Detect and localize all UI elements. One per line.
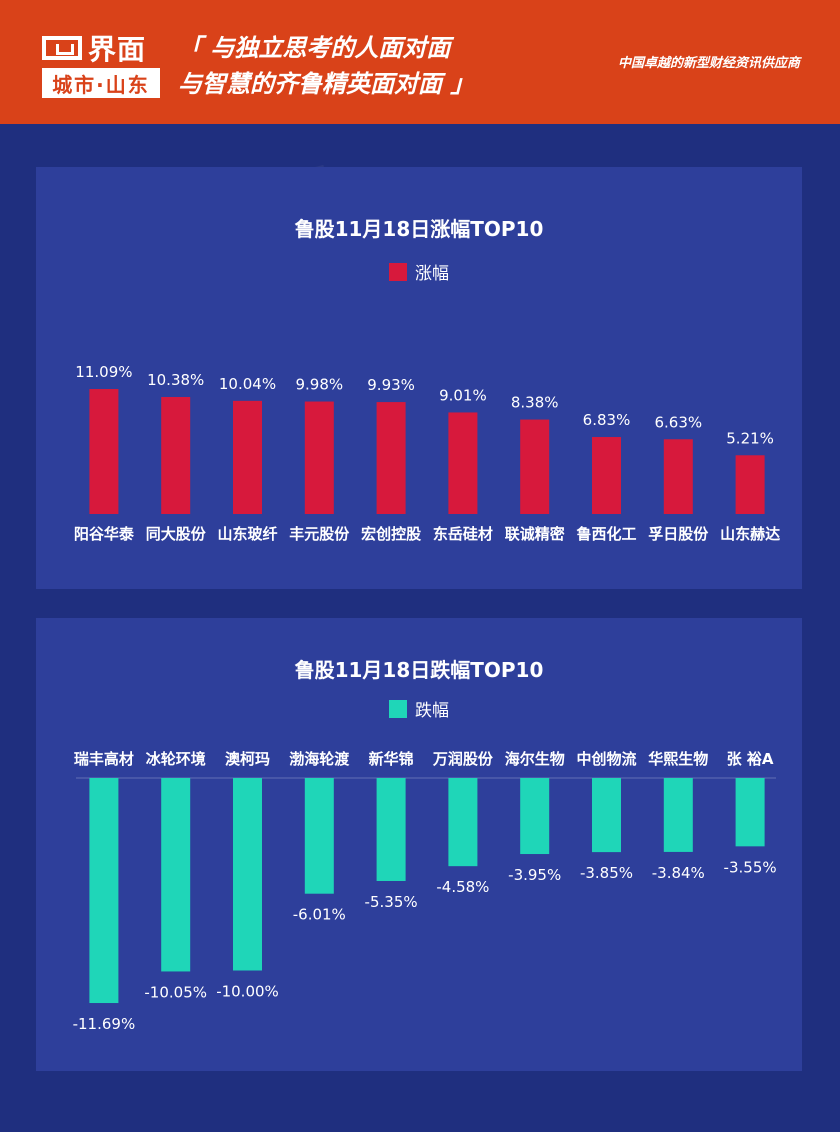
bar-1 — [161, 397, 191, 514]
bar-7 — [592, 437, 621, 514]
chart-title: 鲁股11月18日跌幅TOP10 — [294, 658, 544, 682]
category-label-7: 鲁西化工 — [576, 525, 636, 543]
category-label-3: 渤海轮渡 — [289, 750, 350, 768]
data-label-0: 11.09% — [75, 363, 132, 381]
slogan: 「 与独立思考的人面对面 与智慧的齐鲁精英面对面 」 — [178, 30, 474, 102]
data-label-5: -4.58% — [436, 878, 489, 896]
data-label-8: 6.63% — [654, 413, 702, 431]
tagline: 中国卓越的新型财经资讯供应商 — [617, 56, 800, 71]
bar-0 — [89, 778, 119, 1004]
losers-bar-chart: -11.69% 瑞丰高材 -10.05% 冰轮环境 -10.00% 澳柯玛 -6.01% 渤海… — [73, 750, 777, 1033]
data-label-6: -3.95% — [508, 866, 561, 884]
slogan-line-2: 与智慧的齐鲁精英面对面 」 — [178, 70, 475, 98]
bar-2 — [233, 400, 262, 514]
gainers-bar-chart: 11.09% 阳谷华泰 10.38% 同大股份 10.04% 山东玻纤 9.98% 丰元股份 9… — [74, 363, 780, 543]
data-label-6: 8.38% — [511, 394, 559, 412]
chart-legend: 跌幅 — [36, 696, 802, 721]
category-label-5: 万润股份 — [432, 750, 494, 768]
bar-9 — [735, 778, 765, 847]
bar-0 — [89, 389, 119, 514]
data-label-1: 10.38% — [147, 371, 204, 389]
bar-7 — [592, 778, 621, 853]
legend-label: 涨幅 — [415, 264, 449, 284]
bar-1 — [161, 778, 191, 972]
category-label-4: 宏创控股 — [361, 525, 422, 543]
logo-subtitle: 城市·山东 — [42, 68, 160, 98]
category-label-8: 孚日股份 — [648, 525, 709, 543]
data-label-0: -11.69% — [73, 1015, 136, 1033]
chart-legend: 涨幅 — [36, 259, 802, 284]
category-label-7: 中创物流 — [576, 750, 636, 768]
bar-4 — [376, 402, 406, 514]
logo: 界面 城市·山东 — [42, 30, 160, 98]
category-label-8: 华熙生物 — [648, 750, 708, 768]
data-label-7: -3.85% — [580, 864, 633, 882]
logo-mark-icon — [42, 36, 82, 60]
gainers-chart-panel: 鲁股11月18日涨幅TOP10 涨幅 11.09% 阳谷华泰 10.38% 同大股份 1… — [36, 167, 802, 589]
data-label-2: -10.00% — [216, 983, 279, 1001]
category-label-0: 瑞丰高材 — [74, 750, 134, 768]
category-label-2: 澳柯玛 — [225, 750, 270, 768]
category-label-3: 丰元股份 — [289, 525, 350, 543]
chart-title: 鲁股11月18日涨幅TOP10 — [294, 217, 544, 241]
data-label-9: 5.21% — [726, 429, 774, 447]
category-label-6: 海尔生物 — [505, 750, 565, 768]
data-label-2: 10.04% — [219, 375, 276, 393]
bar-5 — [448, 412, 478, 514]
bar-5 — [448, 778, 478, 867]
data-label-5: 9.01% — [439, 386, 487, 404]
data-label-3: -6.01% — [293, 906, 346, 924]
bar-2 — [233, 778, 262, 971]
data-label-1: -10.05% — [144, 983, 207, 1001]
data-label-4: -5.35% — [365, 893, 418, 911]
category-label-5: 东岳硅材 — [433, 525, 493, 543]
category-label-9: 张 裕A — [727, 750, 774, 768]
category-label-6: 联诚精密 — [505, 525, 565, 543]
category-label-4: 新华锦 — [369, 750, 414, 768]
bar-4 — [376, 778, 406, 881]
bar-8 — [663, 778, 693, 852]
slogan-line-1: 「 与独立思考的人面对面 — [178, 34, 451, 62]
logo-name: 界面 — [88, 33, 147, 66]
legend-swatch — [389, 262, 407, 281]
bar-9 — [735, 455, 765, 514]
category-label-1: 同大股份 — [146, 525, 207, 543]
category-label-0: 阳谷华泰 — [74, 525, 135, 543]
category-label-2: 山东玻纤 — [217, 525, 277, 543]
data-label-7: 6.83% — [583, 411, 631, 429]
losers-chart-panel: 鲁股11月18日跌幅TOP10 跌幅 -11.69% 瑞丰高材 -10.05% 冰轮环… — [36, 618, 802, 1071]
header-banner: 界面 城市·山东 「 与独立思考的人面对面 与智慧的齐鲁精英面对面 」 中国卓越… — [0, 0, 840, 124]
category-label-9: 山东赫达 — [720, 525, 780, 543]
bar-6 — [520, 419, 550, 514]
category-label-1: 冰轮环境 — [146, 750, 206, 768]
legend-label: 跌幅 — [415, 701, 449, 721]
bar-3 — [304, 401, 334, 514]
data-label-4: 9.93% — [367, 376, 415, 394]
data-label-3: 9.98% — [295, 376, 343, 394]
bar-3 — [304, 778, 334, 894]
bar-8 — [663, 439, 693, 514]
legend-swatch — [389, 699, 407, 718]
data-label-8: -3.84% — [652, 864, 705, 882]
bar-6 — [520, 778, 550, 855]
data-label-9: -3.55% — [724, 858, 777, 876]
